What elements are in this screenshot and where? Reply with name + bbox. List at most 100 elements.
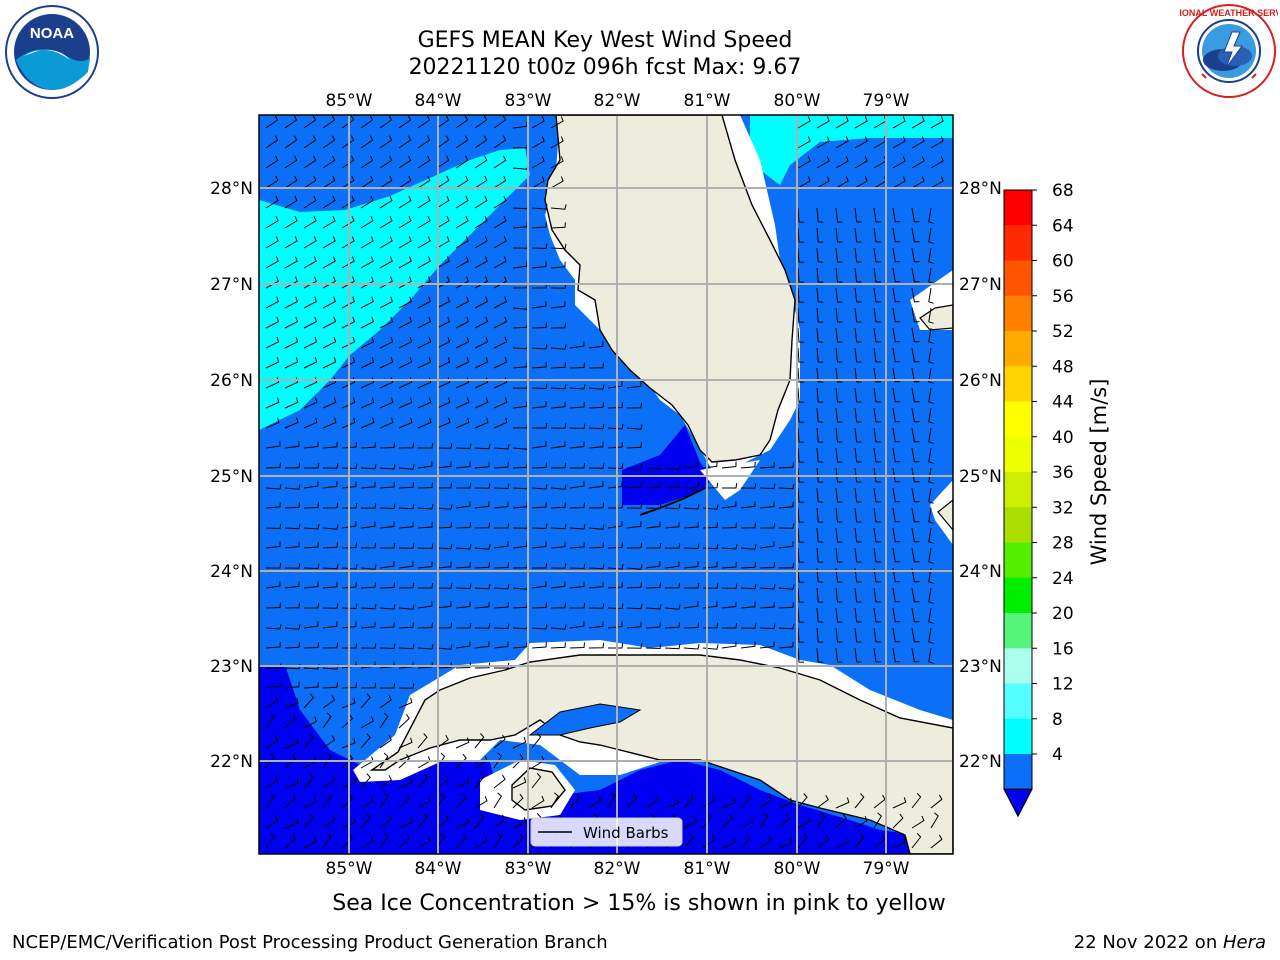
wind-barb xyxy=(417,236,431,249)
wind-barb xyxy=(265,316,280,329)
wind-barb xyxy=(398,794,410,809)
wind-barb xyxy=(322,621,338,629)
lon-label-bottom: 85°W xyxy=(326,859,373,879)
wind-barb xyxy=(360,582,376,589)
wind-barb xyxy=(379,775,392,789)
wind-barb xyxy=(569,642,585,649)
wind-barb xyxy=(550,401,566,409)
wind-barb xyxy=(398,643,415,650)
wind-barb xyxy=(569,541,585,549)
wind-barb xyxy=(360,716,374,729)
wind-barb xyxy=(930,156,944,169)
wind-barb xyxy=(493,461,509,469)
wind-barb xyxy=(569,341,585,349)
wind-barb xyxy=(493,216,507,229)
wind-barb xyxy=(284,681,300,689)
wind-barb xyxy=(455,336,470,349)
legend-label: Wind Barbs xyxy=(583,824,669,842)
wind-barb xyxy=(493,832,503,849)
wind-barb xyxy=(835,387,843,403)
wind-barb xyxy=(816,447,824,463)
wind-barb xyxy=(304,603,320,609)
wind-barb xyxy=(873,387,881,403)
wind-barb xyxy=(284,737,299,749)
wind-barb xyxy=(360,442,376,449)
wind-barb xyxy=(284,502,300,509)
wind-barb xyxy=(303,681,319,689)
wind-barb xyxy=(740,522,757,529)
wind-barb xyxy=(721,544,738,550)
wind-barb xyxy=(835,367,843,383)
wind-barb xyxy=(683,644,700,650)
wind-barb xyxy=(797,627,805,643)
wind-barb xyxy=(265,216,279,229)
wind-barb xyxy=(531,301,547,309)
wind-barb xyxy=(398,521,414,529)
wind-barb xyxy=(873,307,881,323)
wind-barb xyxy=(265,523,282,530)
wind-barb xyxy=(322,316,337,329)
wind-barb xyxy=(379,815,392,829)
wind-barb xyxy=(284,296,299,309)
wind-barb xyxy=(398,336,413,349)
wind-barb xyxy=(360,135,374,149)
wind-barb xyxy=(417,195,431,209)
wind-barb xyxy=(911,387,920,403)
wind-barb xyxy=(398,503,415,510)
wind-barb xyxy=(379,316,394,329)
wind-barb xyxy=(531,156,545,169)
wind-barb xyxy=(873,647,881,663)
colorbar-tick-label: 8 xyxy=(1052,710,1063,730)
wind-barb xyxy=(512,737,527,749)
wind-barb xyxy=(873,487,881,503)
wind-barb xyxy=(398,622,414,629)
coast-mask-key-west xyxy=(700,460,760,500)
wind-barb xyxy=(854,307,862,323)
wind-barb xyxy=(493,357,508,369)
wind-barb xyxy=(360,693,371,709)
wind-barb xyxy=(474,135,488,149)
wind-lt4-region-florida-bay xyxy=(622,425,712,505)
lat-label-left: 24°N xyxy=(210,562,253,582)
wind-barb xyxy=(873,407,881,423)
colorbar-bin xyxy=(1004,613,1032,649)
wind-barb xyxy=(284,834,297,849)
wind-barb xyxy=(265,115,279,129)
wind-barb xyxy=(417,733,428,749)
wind-lt4-region-south xyxy=(259,665,953,854)
wind-barb xyxy=(398,777,413,789)
wind-barb xyxy=(474,522,491,529)
wind-barb xyxy=(398,276,412,289)
wind-barb xyxy=(759,562,775,569)
wind-barb xyxy=(417,601,433,609)
wind-barb xyxy=(835,207,843,223)
wind-barb xyxy=(303,316,318,329)
wind-barb xyxy=(721,797,736,809)
wind-barb xyxy=(360,503,377,509)
wind-barb xyxy=(455,833,467,849)
wind-barb xyxy=(588,362,605,369)
wind-barb xyxy=(550,243,567,250)
lon-label-bottom: 84°W xyxy=(415,859,462,879)
wind-barb xyxy=(474,501,490,509)
wind-barb xyxy=(550,624,567,630)
wind-barb xyxy=(607,463,624,470)
lon-label-top: 85°W xyxy=(326,91,373,111)
wind-barb xyxy=(436,814,449,829)
wind-barb xyxy=(531,344,548,350)
wind-barb xyxy=(304,463,320,469)
wind-barb xyxy=(284,155,298,169)
wind-barb xyxy=(284,175,298,189)
wind-barb xyxy=(284,523,301,530)
wind-barb xyxy=(284,714,297,729)
wind-barb xyxy=(436,417,451,429)
wind-barb xyxy=(512,401,528,409)
wind-barb xyxy=(835,527,843,543)
wind-barb xyxy=(265,276,279,289)
wind-barb xyxy=(341,155,355,169)
wind-barb xyxy=(854,327,862,343)
wind-barb xyxy=(569,524,586,530)
wind-barb xyxy=(835,307,843,323)
wind-barb xyxy=(322,216,336,229)
colorbar-tick-label: 16 xyxy=(1052,639,1074,659)
